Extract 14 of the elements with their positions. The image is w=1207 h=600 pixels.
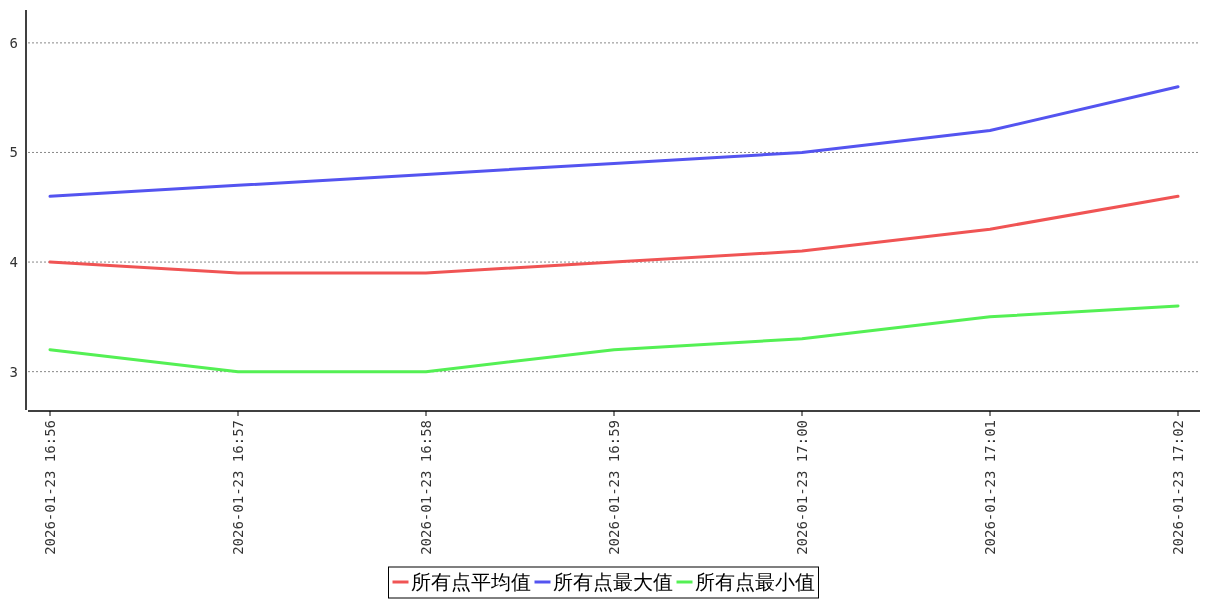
x-tick-label: 2026-01-23 16:57 — [230, 420, 246, 555]
x-tick-label: 2026-01-23 17:01 — [982, 420, 998, 555]
legend-label: 所有点平均值 — [410, 570, 531, 594]
legend-label: 所有点最小值 — [694, 570, 815, 594]
legend-label: 所有点最大值 — [552, 570, 673, 594]
y-tick-label: 3 — [9, 363, 18, 380]
x-tick-label: 2026-01-23 16:56 — [42, 420, 58, 555]
x-tick-label: 2026-01-23 16:59 — [606, 420, 622, 555]
y-tick-label: 4 — [9, 254, 18, 271]
x-tick-label: 2026-01-23 17:02 — [1170, 420, 1186, 555]
y-tick-label: 6 — [9, 34, 18, 51]
x-tick-label: 2026-01-23 17:00 — [794, 420, 810, 555]
y-tick-label: 5 — [9, 144, 18, 161]
x-tick-label: 2026-01-23 16:58 — [418, 420, 434, 555]
